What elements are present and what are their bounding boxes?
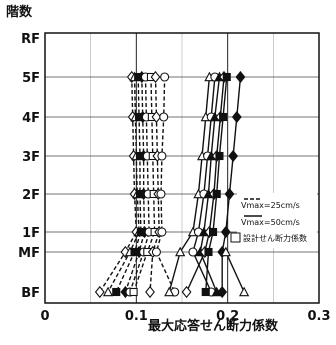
y-tick-label: MF [18,246,40,261]
legend-label-25: Vmax=25cm/s [241,201,300,210]
data-point-circle [157,227,167,237]
tick-labels: 0 0.1 0.2 0.3 BF MF 1F 2F 3F 4F 5F RF [18,32,330,324]
data-point-square [201,287,210,297]
grid [45,33,319,303]
data-point-triangle [238,286,250,297]
legend-swatch-box [230,232,241,243]
legend-label-50: Vmax=50cm/s [241,218,300,227]
x-axis-title: 最大応答せん断力係数 [148,318,279,334]
data-point-diamond [235,70,246,84]
data-point-square [219,112,228,122]
data-point-triangle [175,246,186,257]
data-point-diamond [181,285,192,299]
data-point-diamond [224,187,235,201]
data-point-square [209,227,218,237]
y-tick-label: 5F [22,71,40,86]
legend-label-design: 設計せん断力係数 [243,233,307,243]
data-point-diamond [228,149,239,163]
data-point-diamond [217,285,228,299]
x-tick-label: 0.3 [307,309,330,324]
data-point-circle [156,189,166,199]
data-point-diamond [150,70,161,84]
data-point-triangle [220,246,231,257]
y-tick-label: BF [21,286,40,301]
y-tick-label: 3F [22,150,40,165]
data-point-circle [151,247,161,257]
data-point-square [212,189,221,199]
data-point-square [112,287,121,297]
data-point-circle [159,112,169,122]
y-tick-label: 4F [22,111,40,126]
data-point-triangle [102,286,114,297]
data-point-diamond [151,110,162,124]
y-tick-label: 1F [22,226,40,241]
legend-background [237,193,317,248]
legend: Vmax=25cm/s Vmax=50cm/s 設計せん断力係数 [230,193,317,248]
data-point-square [222,72,231,82]
marker-layer [94,70,250,299]
data-point-circle [188,247,198,257]
data-point-circle [160,72,170,82]
x-tick-label: 0 [40,309,49,324]
data-point-diamond [94,285,105,299]
data-point-diamond [220,225,231,239]
data-point-square [204,247,213,257]
data-point-diamond [231,110,242,124]
x-tick-label: 0.1 [125,309,148,324]
data-point-circle [157,151,167,161]
y-axis-title: 階数 [6,4,33,20]
x-tick-label: 0.2 [216,309,239,324]
plot-frame [44,32,320,304]
data-point-square [129,287,138,297]
data-point-triangle [164,286,175,297]
series-line-vmax50 [225,251,245,293]
y-tick-label: RF [21,32,40,47]
data-point-diamond [145,285,155,299]
data-point-square [215,151,224,161]
y-tick-label: 2F [22,188,40,203]
